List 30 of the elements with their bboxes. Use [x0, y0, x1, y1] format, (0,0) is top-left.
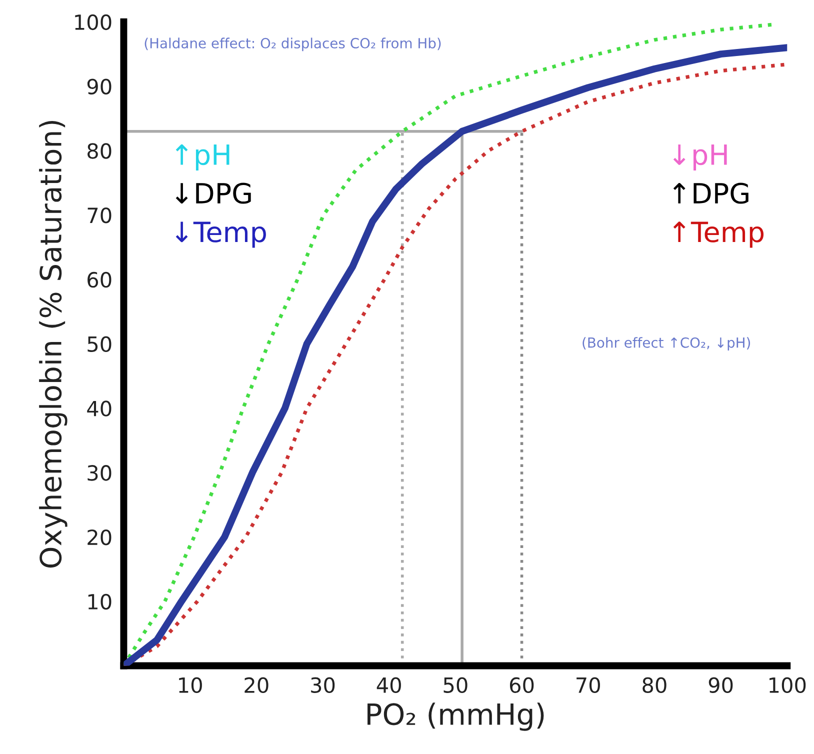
annotation: ↓pH [673, 144, 727, 171]
x-tick-label: 20 [244, 677, 268, 694]
y-tick-label: 20 [88, 529, 112, 546]
y-tick-label: 40 [87, 400, 112, 416]
x-tick-label: 70 [576, 677, 600, 694]
y-tick-label: 80 [88, 143, 112, 159]
y-tick-label: 30 [88, 465, 112, 481]
y-tick-label: 10 [88, 594, 112, 610]
x-axis-title: PO₂ (mmHg) [368, 702, 544, 731]
annotation: ↑pH [176, 144, 230, 171]
y-axis-title: Oxyhemoglobin (% Saturation) [39, 120, 68, 568]
annotation: ↑DPG [673, 182, 748, 204]
x-tick-label: 80 [642, 677, 666, 694]
x-tick-label: 50 [444, 677, 468, 694]
x-tick-label: 40 [376, 677, 401, 694]
y-tick-label: 50 [88, 336, 112, 352]
x-tick-label: 60 [510, 677, 534, 694]
y-tick-label: 60 [88, 272, 112, 288]
y-tick-label: 90 [87, 78, 112, 94]
x-tick-label: 10 [179, 677, 202, 694]
x-tick-label: 90 [708, 677, 733, 694]
y-tick-label: 100 [75, 14, 112, 30]
annotation: ↓Temp [176, 222, 266, 248]
annotation: (Haldane effect: O₂ displaces CO₂ from Hb) [144, 38, 441, 52]
annotation: ↑Temp [673, 222, 764, 248]
annotation: ↓DPG [176, 182, 251, 204]
y-tick-label: 70 [88, 207, 112, 224]
x-tick-label: 100 [770, 677, 806, 694]
x-tick-label: 30 [311, 677, 335, 694]
annotation: (Bohr effect ↑CO₂, ↓pH) [582, 337, 750, 351]
